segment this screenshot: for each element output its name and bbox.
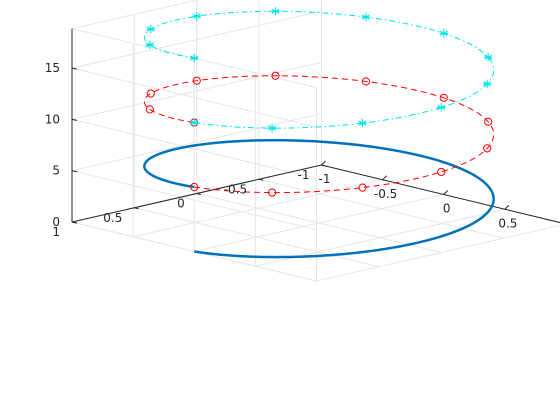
series-3-marker	[437, 103, 446, 112]
y-tick-mark	[321, 164, 326, 167]
y-tick-label: 0	[177, 197, 185, 211]
series-2-line	[143, 75, 495, 194]
series-3-marker	[267, 123, 277, 133]
series-2-marker	[439, 93, 448, 102]
y-tick-mark	[196, 193, 201, 195]
series-2-marker	[437, 167, 446, 177]
z-tick-label: 5	[52, 164, 60, 178]
series-2-marker	[361, 77, 371, 86]
series-3-marker	[483, 53, 493, 62]
y-tick-label: 0.5	[103, 211, 122, 225]
series-3-marker	[190, 118, 199, 127]
y-tick-label: -1	[298, 168, 310, 182]
series-3-marker	[483, 79, 492, 89]
series-layer	[143, 7, 495, 259]
grid-line-sidewall-z	[71, 61, 322, 120]
series-1-line	[143, 138, 495, 259]
series-2-marker	[483, 144, 492, 153]
series-3-marker	[439, 29, 448, 38]
series-2-marker	[358, 183, 367, 192]
grid-line-backwall-z	[71, 67, 317, 128]
series-2-marker	[190, 182, 199, 192]
y-tick-mark	[259, 178, 264, 181]
grid-line-floor-y	[134, 207, 379, 268]
x-tick-mark	[321, 160, 326, 166]
series-2-marker	[271, 71, 280, 80]
z-tick-label: 0	[52, 215, 60, 229]
y-tick-label: 1	[52, 225, 60, 239]
series-3-marker	[192, 12, 201, 21]
axes-layer	[71, 28, 560, 224]
grid-edge-top-side	[71, 0, 200, 30]
x-tick-label: -1	[319, 172, 331, 186]
z-tick-label: 10	[45, 112, 60, 126]
grid-line-sidewall-z	[71, 10, 322, 69]
z-tick-mark	[71, 221, 78, 224]
series-3-marker	[146, 24, 155, 34]
series-3-marker	[271, 7, 280, 16]
series-3-marker	[358, 118, 367, 128]
x-tick-mark	[504, 204, 510, 210]
series-2-marker	[192, 76, 201, 85]
x-tick-mark	[443, 190, 449, 195]
x-tick-label: 0	[443, 202, 451, 216]
grid-line-floor-y	[196, 193, 442, 253]
z-tick-mark	[71, 67, 78, 70]
x-axis-line	[321, 164, 560, 224]
x-tick-label: -0.5	[374, 187, 397, 201]
series-2-marker	[145, 105, 154, 114]
series-2-marker	[146, 89, 155, 98]
series-2-marker	[267, 188, 277, 197]
z-tick-mark	[71, 170, 78, 173]
series-3-marker	[145, 40, 155, 50]
z-tick-mark	[71, 118, 78, 121]
grid-line-backwall-z	[71, 170, 317, 231]
series-2-marker	[484, 117, 493, 126]
series-3-marker	[361, 12, 371, 22]
y-tick-label: -0.5	[224, 182, 247, 196]
y-tick-mark	[134, 207, 139, 210]
z-tick-label: 15	[45, 61, 60, 75]
grid-line-backwall-z	[71, 118, 317, 179]
series-3-marker	[190, 53, 199, 63]
grid-line-sidewall-z	[71, 113, 322, 172]
x-tick-mark	[382, 175, 387, 181]
x-tick-label: 0.5	[498, 216, 517, 230]
